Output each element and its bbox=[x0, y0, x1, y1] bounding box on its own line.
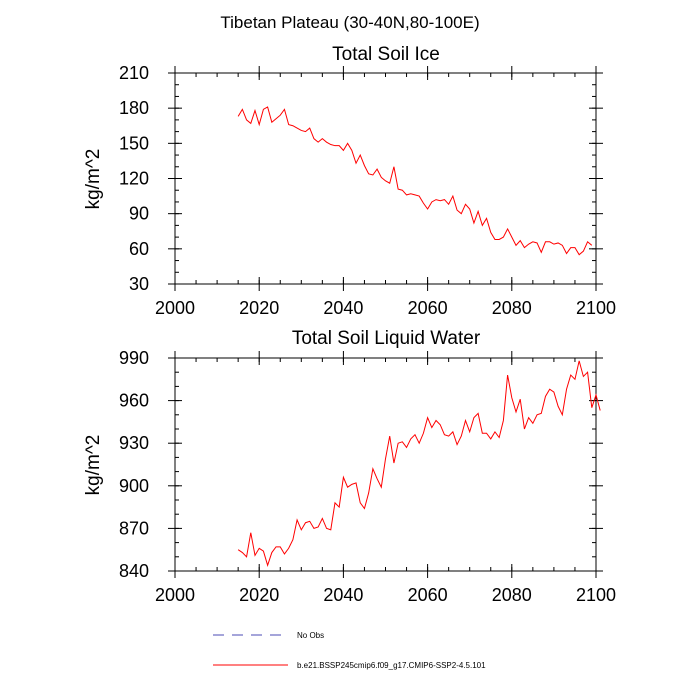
x-tick-label: 2080 bbox=[492, 585, 532, 605]
x-tick-label: 2060 bbox=[408, 298, 448, 318]
x-tick-label: 2100 bbox=[576, 298, 616, 318]
x-tick-label: 2080 bbox=[492, 298, 532, 318]
x-tick-label: 2000 bbox=[155, 585, 195, 605]
x-tick-label: 2040 bbox=[323, 585, 363, 605]
y-tick-label: 150 bbox=[119, 133, 149, 153]
legend: No Obs b.e21.BSSP245cmip6.f09_g17.CMIP6-… bbox=[213, 631, 486, 670]
soil-ice-plot-frame bbox=[174, 72, 597, 285]
y-tick-label: 210 bbox=[119, 63, 149, 83]
soil-ice-panel: Total Soil Ice kg/m^2 2000 2020 2040 2060 20… bbox=[83, 44, 616, 318]
soil-liquid-water-plot-frame bbox=[174, 357, 597, 572]
figure-title: Tibetan Plateau (30-40N,80-100E) bbox=[220, 13, 479, 32]
legend-label-no-obs: No Obs bbox=[297, 631, 324, 640]
y-tick-label: 840 bbox=[119, 561, 149, 581]
y-tick-label: 60 bbox=[129, 239, 149, 259]
soil-liquid-water-series-line bbox=[237, 360, 601, 567]
x-tick-label: 2040 bbox=[323, 298, 363, 318]
x-tick-label: 2020 bbox=[239, 585, 279, 605]
soil-ice-ylabel: kg/m^2 bbox=[83, 149, 104, 210]
soil-liquid-water-ylabel: kg/m^2 bbox=[83, 435, 104, 496]
y-tick-label: 120 bbox=[119, 169, 149, 189]
y-tick-label: 90 bbox=[129, 204, 149, 224]
x-tick-label: 2060 bbox=[408, 585, 448, 605]
y-tick-label: 990 bbox=[119, 348, 149, 368]
y-tick-label: 900 bbox=[119, 476, 149, 496]
soil-liquid-water-title: Total Soil Liquid Water bbox=[292, 328, 481, 349]
y-tick-label: 960 bbox=[119, 391, 149, 411]
y-tick-label: 30 bbox=[129, 274, 149, 294]
x-tick-label: 2000 bbox=[155, 298, 195, 318]
soil-liquid-water-panel: Total Soil Liquid Water kg/m^2 2000 2020 2… bbox=[83, 328, 616, 605]
y-tick-label: 870 bbox=[119, 518, 149, 538]
x-tick-label: 2020 bbox=[239, 298, 279, 318]
soil-ice-series-line bbox=[237, 106, 593, 256]
y-tick-label: 180 bbox=[119, 98, 149, 118]
y-tick-label: 930 bbox=[119, 433, 149, 453]
soil-ice-title: Total Soil Ice bbox=[332, 44, 440, 65]
legend-label-model-run: b.e21.BSSP245cmip6.f09_g17.CMIP6-SSP2-4.… bbox=[297, 661, 486, 670]
x-tick-label: 2100 bbox=[576, 585, 616, 605]
